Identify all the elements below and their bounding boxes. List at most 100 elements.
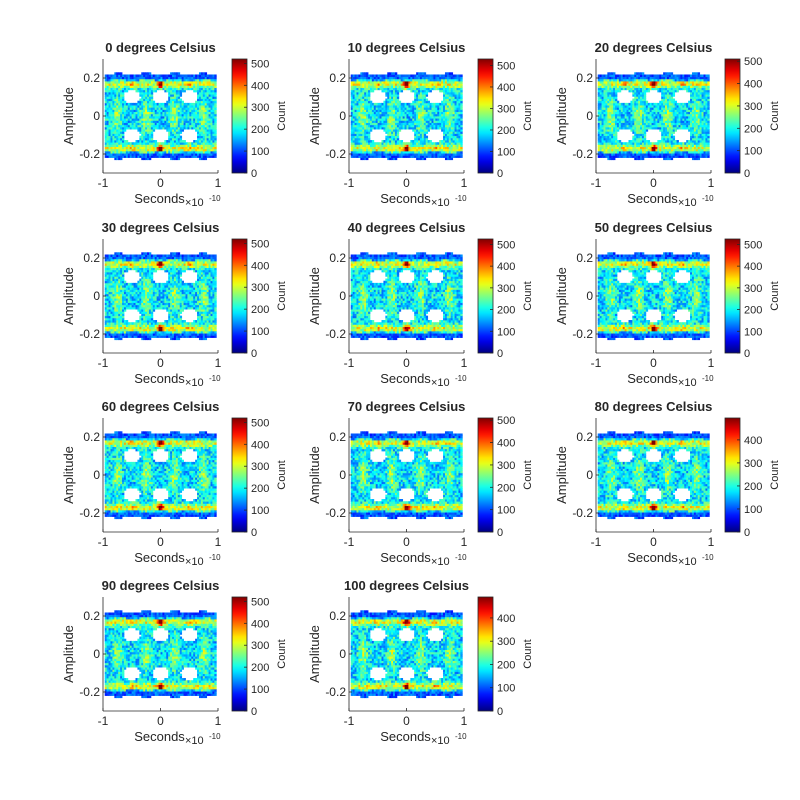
- density-cell: [441, 150, 444, 154]
- density-cell: [112, 78, 115, 82]
- density-cell: [611, 85, 614, 88]
- density-cell: [641, 89, 645, 93]
- density-cell: [198, 118, 202, 121]
- density-cell: [634, 91, 637, 95]
- density-cell: [404, 126, 407, 130]
- density-cell: [123, 153, 127, 156]
- density-cell: [183, 142, 186, 145]
- density-cell: [118, 81, 121, 84]
- x-axis-label: Seconds: [380, 191, 431, 206]
- density-cell: [206, 113, 209, 117]
- density-cell: [197, 83, 200, 86]
- density-cell: [354, 155, 357, 158]
- density-cell: [452, 126, 455, 130]
- density-cell: [114, 91, 117, 95]
- density-cell: [154, 120, 158, 123]
- density-cell: [412, 144, 415, 147]
- density-cell: [427, 120, 430, 123]
- density-cell: [394, 133, 398, 137]
- density-cell: [168, 131, 171, 134]
- density-cell: [129, 107, 133, 110]
- density-cell: [418, 83, 421, 86]
- density-cell: [640, 146, 643, 150]
- density-cell: [615, 140, 618, 143]
- density-cell: [125, 113, 129, 117]
- density-cell: [418, 135, 421, 139]
- density-cell: [200, 102, 204, 106]
- density-cell: [638, 153, 641, 156]
- density-cell: [393, 129, 396, 132]
- density-cell: [450, 81, 454, 84]
- density-cell: [632, 137, 635, 141]
- density-cell: [123, 107, 127, 110]
- density-cell: [418, 81, 421, 84]
- density-cell: [150, 107, 154, 110]
- density-cell: [645, 118, 649, 121]
- density-cell: [210, 94, 213, 97]
- density-cell: [162, 126, 165, 130]
- density-cell: [456, 150, 459, 154]
- density-cell: [615, 102, 618, 106]
- density-cell: [425, 137, 429, 141]
- density-cell: [599, 96, 602, 99]
- density-cell: [618, 107, 622, 110]
- density-cell: [112, 111, 115, 115]
- density-cell: [191, 76, 194, 80]
- density-cell: [145, 131, 148, 134]
- density-cell: [456, 81, 459, 84]
- density-cell: [154, 76, 158, 80]
- density-cell: [450, 124, 454, 128]
- density-cell: [168, 78, 171, 82]
- density-cell: [406, 118, 409, 121]
- density-cell: [143, 135, 146, 139]
- density-cell: [187, 102, 190, 106]
- density-cell: [439, 78, 442, 82]
- density-cell: [356, 129, 359, 132]
- density-cell: [450, 148, 454, 152]
- density-cell: [118, 122, 121, 126]
- density-cell: [613, 98, 616, 102]
- density-cell: [177, 140, 181, 143]
- density-cell: [173, 133, 177, 137]
- density-cell: [143, 124, 146, 128]
- density-cell: [200, 142, 204, 145]
- density-cell: [181, 102, 184, 106]
- density-cell: [396, 153, 400, 156]
- density-cell: [448, 142, 452, 145]
- density-cell: [148, 83, 152, 86]
- density-cell: [377, 76, 380, 80]
- density-cell: [212, 129, 215, 132]
- density-cell: [112, 91, 115, 95]
- density-cell: [356, 118, 359, 121]
- density-cell: [200, 124, 204, 128]
- density-cell: [369, 107, 373, 110]
- density-cell: [423, 105, 427, 108]
- density-cell: [212, 140, 215, 143]
- density-cell: [156, 118, 159, 121]
- density-cell: [156, 122, 159, 126]
- density-cell: [412, 124, 415, 128]
- density-cell: [647, 126, 651, 130]
- density-cell: [204, 109, 208, 113]
- density-cell: [425, 78, 429, 82]
- density-cell: [616, 113, 620, 117]
- density-cell: [114, 111, 117, 115]
- density-cell: [125, 122, 129, 126]
- density-cell: [416, 72, 419, 75]
- density-cell: [601, 131, 604, 134]
- density-cell: [640, 133, 643, 137]
- density-cell: [170, 85, 173, 88]
- density-cell: [173, 118, 177, 121]
- density-cell: [350, 83, 354, 86]
- density-cell: [125, 85, 129, 88]
- density-cell: [400, 122, 404, 126]
- density-cell: [396, 144, 400, 147]
- density-cell: [168, 140, 171, 143]
- density-cell: [634, 100, 637, 104]
- density-cell: [120, 153, 123, 156]
- density-cell: [611, 72, 614, 75]
- density-cell: [179, 78, 183, 82]
- density-cell: [647, 124, 651, 128]
- density-cell: [622, 105, 626, 108]
- density-cell: [452, 78, 455, 82]
